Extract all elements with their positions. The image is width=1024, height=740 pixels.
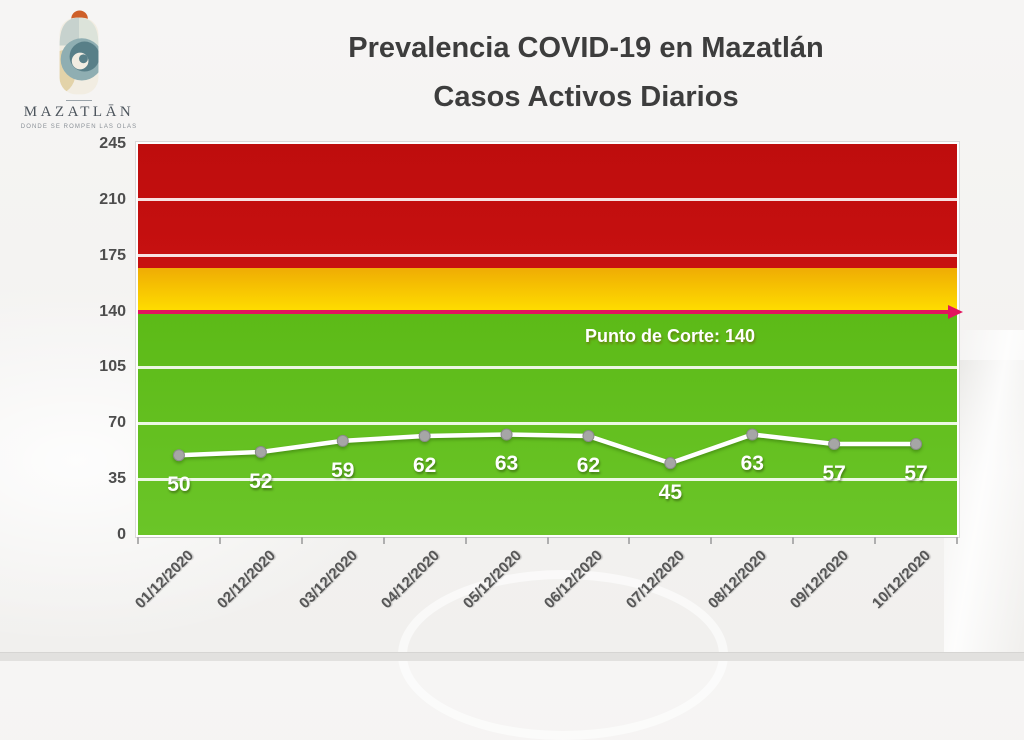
cutoff-line (138, 309, 949, 314)
mazatlan-logo: MAZATLĀN DONDE SE ROMPEN LAS OLAS (14, 6, 144, 130)
y-axis-label-140: 140 (99, 302, 126, 320)
data-point-marker (500, 428, 513, 441)
x-axis-tick (300, 537, 303, 544)
x-axis-tick (710, 537, 713, 544)
data-label-02/12/2020: 52 (249, 470, 273, 493)
x-axis-tick (956, 537, 958, 544)
chart-title-line1: Prevalencia COVID-19 en Mazatlán (348, 32, 824, 64)
x-axis-label-9: 09/12/2020 (787, 547, 853, 613)
x-axis-tick (546, 537, 549, 544)
x-axis-label-8: 08/12/2020 (705, 547, 771, 613)
cutoff-label: Punto de Corte: 140 (584, 325, 756, 346)
x-axis-tick (218, 537, 221, 544)
data-label-10/12/2020: 57 (904, 462, 928, 486)
data-point-marker (910, 438, 923, 451)
gridline-175 (138, 254, 957, 258)
x-axis-label-2: 02/12/2020 (213, 547, 279, 613)
x-axis-label-1: 01/12/2020 (131, 547, 197, 613)
logo-wordmark: MAZATLĀN (23, 104, 135, 120)
data-label-09/12/2020: 57 (822, 462, 846, 486)
data-point-marker (418, 430, 431, 443)
y-axis-label-0: 0 (117, 526, 126, 543)
data-label-08/12/2020: 63 (740, 452, 764, 476)
gridline-105 (138, 365, 957, 369)
risk-zona-roja (138, 144, 957, 269)
y-axis-label-245: 245 (99, 135, 126, 152)
data-label-05/12/2020: 63 (494, 452, 519, 476)
chart-title-line2: Casos Activos Diarios (433, 81, 739, 113)
y-axis-label-70: 70 (108, 414, 126, 432)
data-label-03/12/2020: 59 (331, 458, 355, 482)
gridline-210 (138, 198, 957, 202)
logo-divider (66, 100, 92, 101)
data-point-marker (254, 446, 267, 459)
slide: MAZATLĀN DONDE SE ROMPEN LAS OLAS Preval… (0, 6, 1024, 740)
x-axis-tick (137, 537, 139, 544)
y-axis-label-210: 210 (99, 190, 126, 208)
x-axis-label-10: 10/12/2020 (868, 547, 935, 613)
y-axis-label-105: 105 (99, 358, 126, 376)
x-axis-tick (874, 537, 877, 544)
cutoff-arrow-icon (948, 304, 963, 319)
chart-title-block: Prevalencia COVID-19 en Mazatlán Casos A… (166, 24, 1006, 122)
x-axis-tick (464, 537, 467, 544)
data-label-06/12/2020: 62 (576, 454, 601, 478)
data-point-marker (746, 428, 759, 441)
x-axis-tick (628, 537, 631, 544)
mazatlan-shell-icon (59, 10, 99, 95)
data-point-marker (172, 449, 185, 462)
y-axis-label-175: 175 (99, 246, 126, 264)
x-axis-label-7: 07/12/2020 (623, 547, 689, 613)
data-point-marker (582, 430, 595, 443)
data-label-04/12/2020: 62 (412, 454, 437, 478)
data-label-01/12/2020: 50 (167, 473, 191, 497)
logo-tagline: DONDE SE ROMPEN LAS OLAS (20, 124, 138, 130)
x-axis-label-6: 06/12/2020 (541, 547, 607, 613)
gridline-70 (138, 421, 957, 425)
x-axis-label-4: 04/12/2020 (377, 547, 443, 613)
data-point-marker (828, 438, 841, 451)
x-axis-label-5: 05/12/2020 (459, 547, 525, 613)
data-point-marker (664, 457, 677, 470)
y-axis-label-35: 35 (108, 470, 126, 488)
gridline-35 (138, 477, 957, 481)
x-axis-tick (792, 537, 795, 544)
data-point-marker (336, 434, 349, 447)
x-axis-tick (382, 537, 385, 544)
data-label-07/12/2020: 45 (658, 481, 683, 505)
x-axis-label-3: 03/12/2020 (295, 547, 361, 613)
